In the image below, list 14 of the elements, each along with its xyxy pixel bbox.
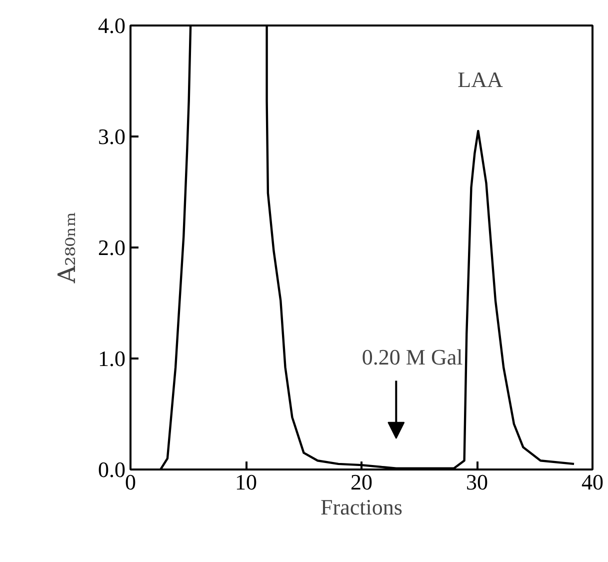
y-axis-title: A₂₈₀ₙₘ	[53, 212, 81, 284]
x-axis-title: Fractions	[320, 494, 402, 520]
x-tick-label: 40	[582, 470, 604, 494]
y-tick-label: 0.0	[98, 457, 126, 482]
y-tick-label: 4.0	[98, 13, 126, 38]
y-tick-label: 2.0	[98, 235, 126, 260]
x-tick-label: 10	[235, 470, 257, 494]
y-tick-label: 1.0	[98, 346, 126, 371]
y-tick-label: 3.0	[98, 124, 126, 149]
x-tick-label: 30	[466, 470, 488, 494]
x-tick-label: 0	[125, 470, 136, 494]
annotation: LAA	[458, 67, 503, 92]
annotation: 0.20 M Gal	[362, 344, 463, 370]
x-tick-label: 20	[350, 470, 372, 494]
